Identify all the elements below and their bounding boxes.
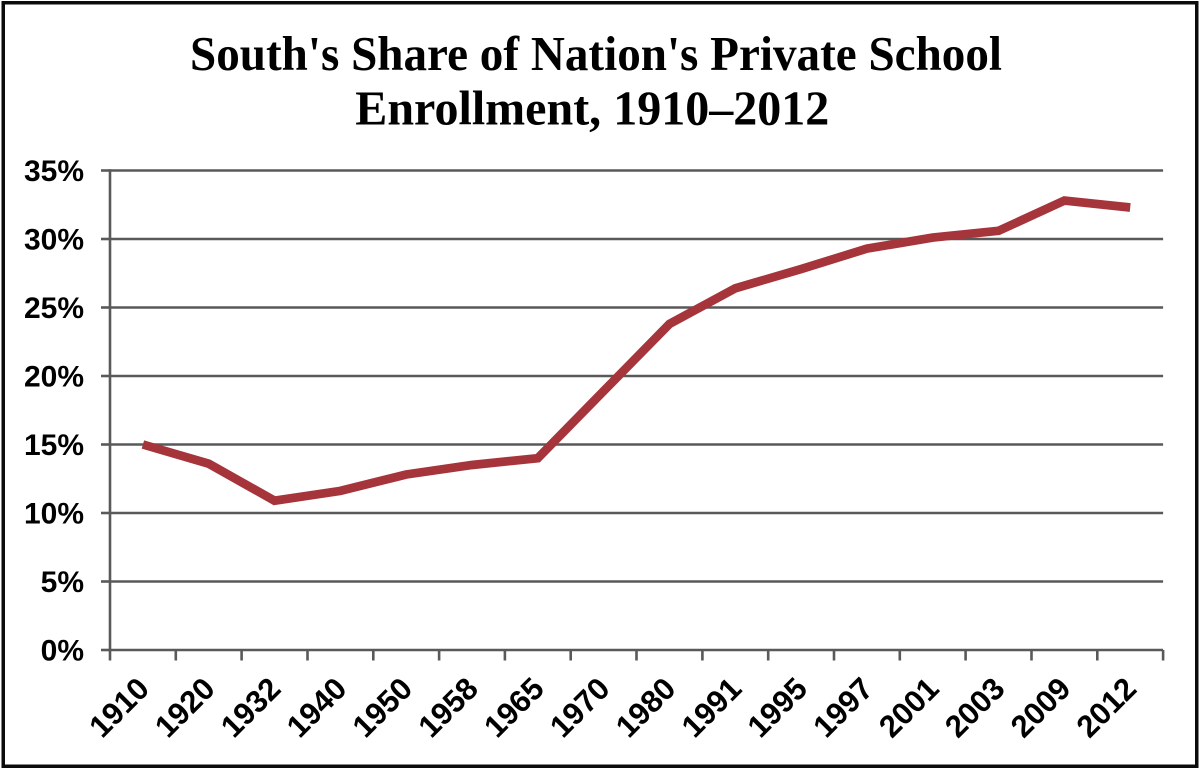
svg-text:15%: 15% — [24, 429, 84, 462]
svg-text:South's Share of Nation's Priv: South's Share of Nation's Private School — [190, 26, 1002, 81]
svg-text:20%: 20% — [24, 361, 84, 394]
svg-text:30%: 30% — [24, 224, 84, 257]
svg-text:35%: 35% — [24, 155, 84, 188]
svg-text:0%: 0% — [41, 635, 84, 668]
svg-text:5%: 5% — [41, 566, 84, 599]
svg-text:25%: 25% — [24, 292, 84, 325]
svg-text:Enrollment, 1910–2012: Enrollment, 1910–2012 — [355, 80, 829, 135]
svg-text:10%: 10% — [24, 498, 84, 531]
